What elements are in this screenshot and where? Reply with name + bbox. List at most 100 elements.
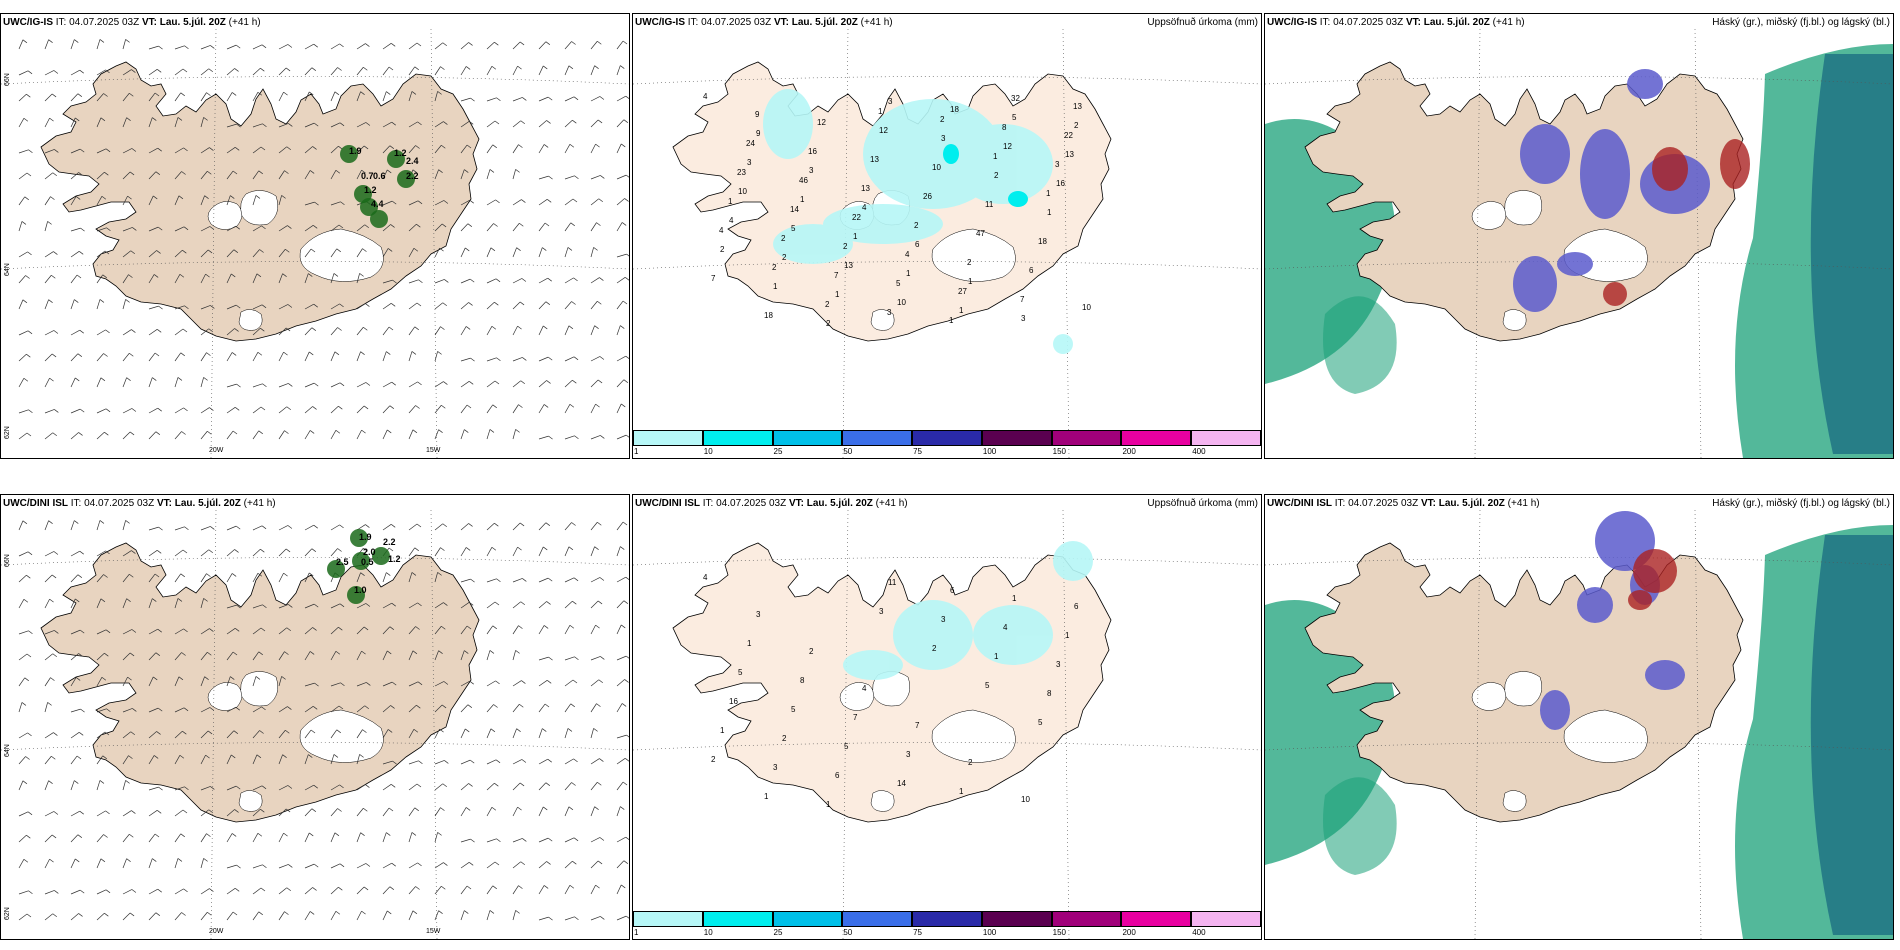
wind-barb: [278, 572, 284, 583]
wind-barb: [512, 680, 522, 687]
wind-barb-flag: [466, 404, 472, 409]
wind-barb: [460, 728, 466, 739]
wind-barb: [486, 41, 495, 50]
precip-station-label: 2: [711, 755, 716, 764]
wind-barb-flag: [21, 221, 27, 225]
wind-barb-flag: [184, 45, 189, 50]
panel-wind-ig: UWC/IG-IS IT: 04.07.2025 03Z VT: Lau. 5.…: [0, 13, 630, 459]
wind-barb-flag: [567, 728, 573, 732]
wind-barb-flag: [411, 351, 417, 355]
wind-barb: [460, 862, 470, 869]
wind-barb: [122, 377, 127, 388]
wind-barb-flag: [22, 780, 28, 785]
wind-barb-flag: [621, 624, 626, 629]
wind-barb: [174, 809, 184, 817]
wind-barb-flag: [261, 44, 267, 49]
wind-barb-flag: [517, 546, 522, 551]
wind-barb-flag: [333, 273, 339, 277]
wind-barb-flag: [444, 760, 449, 764]
wind-barb: [330, 145, 339, 154]
wind-barb-flag: [468, 121, 474, 125]
wind-barb-flag: [230, 195, 235, 199]
wind-barb-flag: [257, 832, 263, 837]
wind-barb: [226, 525, 237, 531]
wind-barb: [330, 382, 341, 388]
wind-barb: [96, 117, 102, 128]
wind-barb-flag: [76, 274, 82, 279]
wind-barb-flag: [54, 890, 59, 894]
wind-barb-flag: [337, 67, 342, 71]
wind-barb: [564, 356, 575, 362]
wind-barb: [538, 577, 549, 583]
wind-barb-flag: [443, 200, 449, 204]
wind-barb: [512, 278, 523, 284]
wind-barb: [278, 67, 287, 76]
wind-barb-flag: [568, 65, 574, 70]
parallel-66n: [1265, 557, 1893, 566]
wind-barb-flag: [236, 44, 241, 49]
wind-barb: [70, 550, 80, 557]
wind-barb-flag: [468, 862, 474, 866]
wind-barb: [148, 377, 153, 388]
precip-station-label: 8: [800, 676, 805, 685]
glacier: [1504, 671, 1542, 707]
lat-label-62n: 62N: [4, 907, 11, 920]
wind-barb: [70, 708, 81, 713]
wind-barb: [148, 550, 158, 557]
wind-barb-flag: [470, 278, 475, 283]
wind-barb-flag: [48, 520, 53, 524]
wind-barb-flag: [573, 356, 579, 361]
colorbar-swatch: [772, 430, 843, 446]
wind-barb-flag: [417, 602, 422, 607]
wind-barb-flag: [620, 325, 625, 329]
wind-barb: [148, 652, 157, 661]
wind-barb: [512, 546, 518, 557]
wind-barb: [200, 407, 210, 414]
wind-barb: [122, 676, 128, 687]
wind-barb-flag: [53, 251, 58, 255]
precip-station-label: 9: [756, 129, 761, 138]
wind-barb: [356, 603, 367, 609]
wind-barb-flag: [26, 93, 31, 98]
wind-barb-flag: [313, 303, 318, 308]
wind-barb-flag: [418, 279, 423, 284]
precip-value-label: 1.0: [354, 585, 367, 595]
wind-barb-flag: [544, 703, 550, 708]
wind-barb: [512, 325, 518, 336]
wind-barb: [590, 782, 598, 791]
wind-barb-flag: [152, 858, 157, 862]
wind-barb-flag: [308, 754, 313, 758]
wind-barb: [174, 352, 182, 362]
wind-barb: [330, 67, 338, 76]
wind-barb-flag: [104, 431, 109, 436]
glacier: [1563, 709, 1648, 763]
wind-barb-flag: [309, 351, 314, 356]
wind-barb: [70, 432, 79, 440]
wind-barb: [18, 299, 24, 310]
wind-barb-flag: [336, 729, 341, 734]
wind-barb-flag: [260, 808, 265, 813]
parallel-66n: [633, 557, 1261, 566]
wind-barb-flag: [182, 809, 188, 814]
wind-barb-flag: [312, 887, 317, 891]
wind-barb-flag: [468, 783, 473, 787]
wind-barb: [200, 809, 210, 817]
wind-barb-flag: [442, 302, 447, 307]
wind-barb: [616, 655, 627, 661]
wind-barb: [200, 707, 211, 713]
wind-barb: [18, 630, 29, 635]
wind-barb: [122, 858, 127, 869]
wind-barb-flag: [131, 329, 136, 333]
wind-barb-flag: [543, 885, 549, 889]
wind-barb-flag: [28, 409, 33, 414]
wind-barb-flag: [495, 759, 501, 764]
wind-barb: [434, 381, 444, 388]
glacier: [238, 309, 263, 331]
wind-barb-flag: [360, 91, 365, 95]
mid-cloud-area: [1557, 252, 1593, 276]
wind-barb-flag: [232, 651, 238, 656]
wind-barb-flag: [621, 222, 627, 226]
precip-station-label: 8: [1002, 123, 1007, 132]
wind-barb-flag: [417, 381, 422, 386]
wind-barb-flag: [234, 549, 239, 553]
